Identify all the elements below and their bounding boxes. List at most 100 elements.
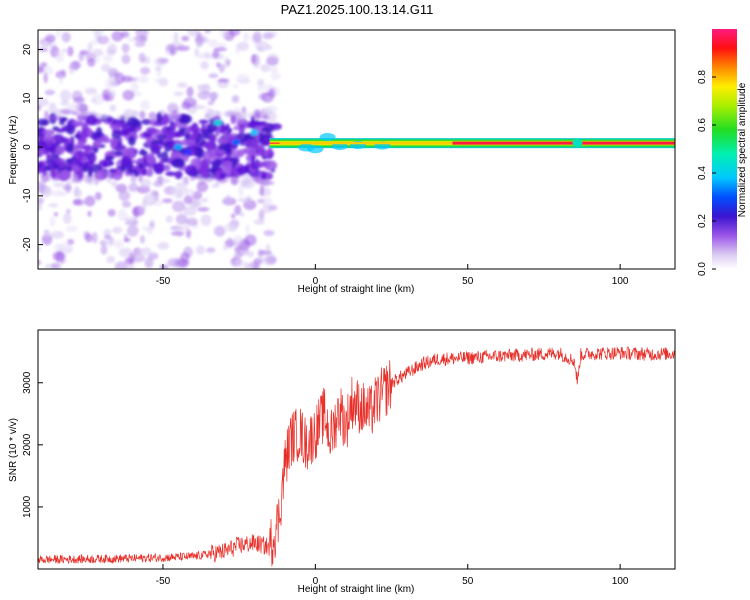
spectrogram-noise-blob [162, 178, 169, 185]
spectrogram-noise-blob [65, 158, 73, 164]
spectrogram-noise-blob [150, 190, 159, 196]
spectrogram-noise-blob [65, 208, 71, 214]
spectrogram-noise-blob [243, 146, 257, 155]
spectrogram-noise-blob [239, 178, 250, 187]
spectrogram-noise-blob [52, 126, 60, 131]
spectrogram-noise-blob [49, 169, 57, 179]
spectrogram-noise-blob [87, 42, 93, 54]
spectrogram-noise-blob [203, 141, 215, 150]
spectrogram-noise-blob [44, 110, 49, 121]
spectrogram-noise-blob [253, 219, 265, 225]
spectrogram-noise-blob [118, 129, 130, 137]
spectrogram-noise-blob [220, 30, 228, 38]
spectrogram-noise-blob [105, 78, 114, 90]
spectrogram-noise-blob [148, 111, 157, 120]
snr-y-axis-label: SNR (10 * v/v) [8, 418, 19, 482]
spec-x-tick-label: 0 [313, 276, 319, 287]
spectrogram-hotspot [232, 139, 241, 146]
spectrogram-noise-blob [55, 51, 65, 63]
spectrogram-noise-blob [252, 31, 262, 43]
spectrogram-noise-blob [165, 43, 176, 52]
spectrogram-noise-blob [178, 127, 185, 134]
spectrogram-noise-blob [207, 122, 218, 133]
spectrogram-noise-blob [184, 164, 197, 176]
spectrogram-noise-blob [229, 30, 241, 37]
spectrogram-noise-blob [234, 204, 242, 216]
spectrogram-noise-blob [197, 133, 211, 139]
spectrogram-noise-blob [87, 152, 97, 164]
spectrogram-noise-blob [262, 203, 272, 214]
spectrogram-noise-blob [38, 118, 50, 126]
spectrogram-noise-blob [114, 261, 128, 269]
spectrogram-noise-blob [231, 152, 244, 158]
spectrogram-noise-blob [142, 169, 147, 176]
spectrogram-noise-blob [138, 162, 144, 170]
spectrogram-noise-blob [71, 164, 80, 172]
spectrogram-noise-blob [69, 173, 79, 184]
spectrogram-noise-blob [175, 45, 190, 52]
spectrogram-noise-blob [266, 44, 273, 50]
spectrogram-noise-blob [238, 123, 246, 134]
snr-y-tick-label: 3000 [22, 371, 33, 394]
spectrogram-noise-blob [192, 104, 206, 110]
spectrogram-noise-blob [88, 166, 93, 178]
spectrogram-noise-blob [61, 48, 67, 53]
spectrogram-noise-blob [183, 205, 197, 216]
spectrogram-noise-blob [140, 235, 145, 244]
spectrogram-noise-blob [62, 185, 72, 191]
spectrogram-noise-blob [122, 147, 134, 158]
spectrogram-noise-blob [255, 40, 269, 52]
colorbar: 0.0 0.2 0.4 0.6 0.8 Normalized spectral ampl… [697, 29, 748, 276]
spectrogram-noise-blob [91, 94, 105, 106]
spectrogram-noise-blob [141, 198, 147, 211]
spectrogram-noise-blob [171, 186, 181, 198]
spectrogram-noise-blob [177, 82, 188, 88]
spectrogram-noise-blob [65, 166, 73, 171]
spectrogram-noise-blob [174, 170, 183, 180]
spectrogram-hotspot [213, 119, 222, 126]
spectrogram-noise-blob [108, 90, 116, 99]
spectrogram-noise-blob [52, 251, 66, 261]
spectrogram-noise-blob [59, 119, 66, 126]
spectrogram-noise-blob [238, 185, 244, 198]
spectrogram-noise-blob [59, 242, 73, 255]
spectrogram-noise-blob [55, 30, 61, 38]
spectrogram-noise-blob [259, 184, 265, 197]
spectrogram-noise-blob [95, 126, 103, 137]
spectrogram-noise-blob [101, 89, 112, 101]
spectrogram-noise-blob [263, 229, 275, 237]
colorbar-tick-label: 0.6 [697, 118, 708, 132]
spectrogram-noise-blob [231, 259, 246, 268]
spectrogram-noise-blob [246, 250, 255, 258]
spectrogram-noise-blob [50, 230, 65, 239]
spectrogram-noise-blob [45, 164, 51, 172]
spectrogram-noise-blob [211, 183, 219, 188]
spectrogram-noise-blob [156, 112, 163, 124]
spectrogram-noise-blob [255, 144, 265, 157]
spectrogram-noise-blob [252, 264, 261, 269]
spectrogram-noise-blob [200, 60, 210, 70]
spectrogram-noise-blob [253, 109, 261, 120]
spectrogram-noise-blob [165, 215, 174, 223]
colorbar-tick-label: 0.4 [697, 166, 708, 180]
spectrogram-noise-blob [225, 237, 234, 249]
spectrogram-noise-blob [172, 200, 186, 213]
spectrogram-noise-blob [67, 46, 74, 57]
spectrogram-noise-blob [185, 228, 192, 239]
spectrogram-noise-blob [173, 31, 179, 43]
spectrogram-noise-blob [117, 209, 128, 222]
spectrogram-noise-blob [235, 243, 249, 256]
spectrogram-hotspot [183, 148, 192, 155]
spectrogram-noise-blob [191, 131, 199, 138]
spectrogram-noise-blob [269, 123, 282, 131]
spectrogram-noise-blob [60, 100, 69, 106]
spectrogram-noise-blob [258, 209, 265, 221]
spectrogram-noise-blobs [38, 30, 282, 269]
spectrogram-noise-blob [86, 114, 98, 126]
spectrogram-noise-blob [121, 54, 131, 65]
spectrogram-noise-blob [230, 115, 237, 125]
spectrogram-noise-blob [197, 207, 210, 212]
spectrogram-noise-blob [261, 171, 267, 180]
spectrogram-tone-band [269, 133, 675, 154]
spectrogram-noise-blob [150, 143, 161, 155]
